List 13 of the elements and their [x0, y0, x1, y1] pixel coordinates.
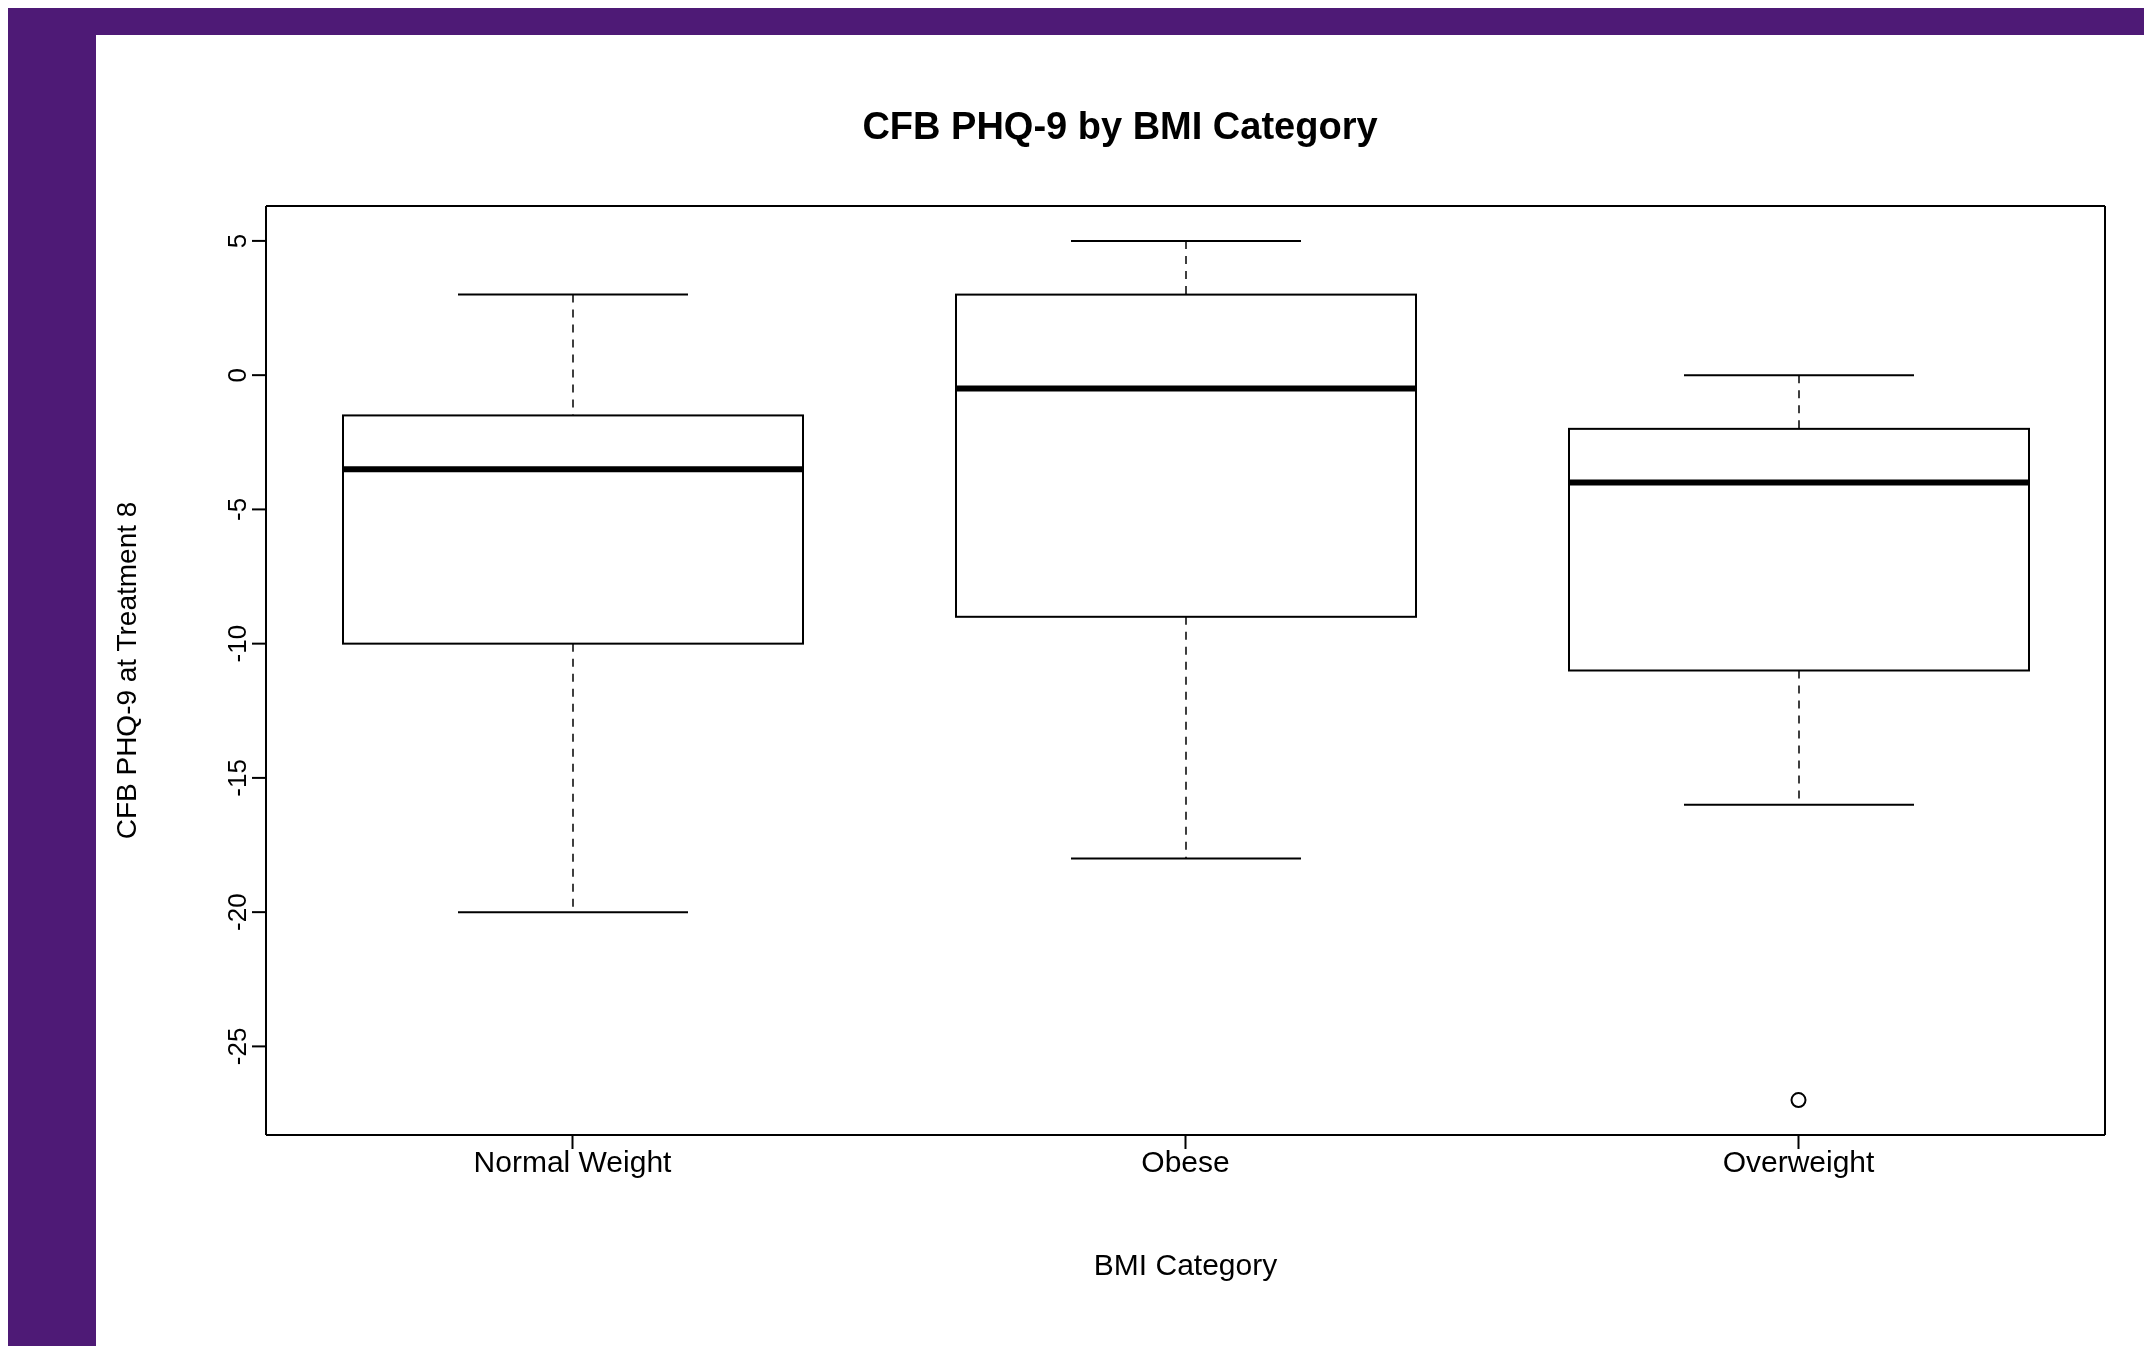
x-tick-label: Overweight: [1722, 1145, 1876, 1179]
y-tick-label: -20: [222, 893, 252, 931]
y-axis-title: CFB PHQ-9 at Treatment 8: [110, 501, 142, 840]
y-tick-label: -10: [222, 624, 252, 663]
y-tick-label: -25: [222, 1027, 252, 1066]
y-tick-label: -15: [222, 759, 252, 797]
chart-title: CFB PHQ-9 by BMI Category: [861, 105, 1379, 148]
y-tick-label: 5: [222, 233, 252, 249]
x-tick-label: Normal Weight: [473, 1145, 673, 1179]
x-axis-title: BMI Category: [1093, 1248, 1278, 1281]
y-tick-label: 0: [222, 367, 252, 383]
x-tick-label: Obese: [1141, 1145, 1230, 1179]
y-tick-label: -5: [222, 497, 252, 521]
